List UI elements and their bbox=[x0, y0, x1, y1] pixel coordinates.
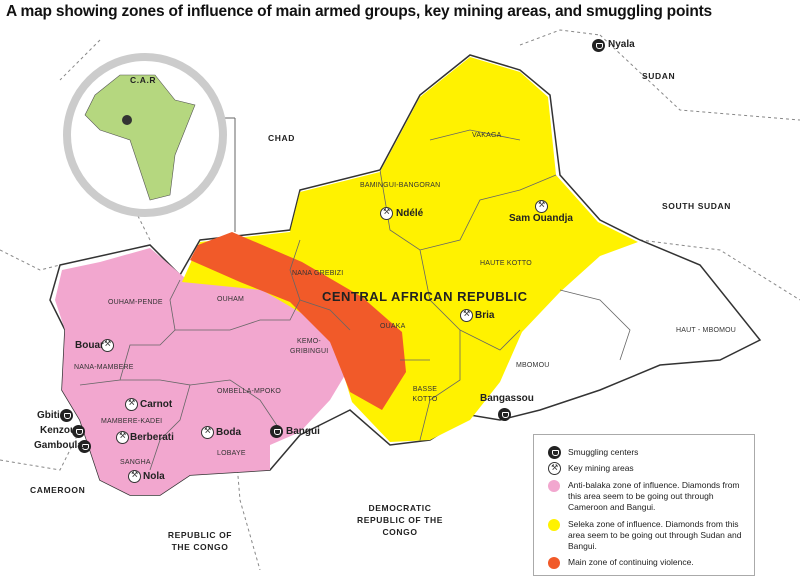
country-south-sudan: SOUTH SUDAN bbox=[662, 201, 731, 211]
mining-area-icon bbox=[128, 470, 141, 483]
town-label: Nola bbox=[143, 471, 165, 482]
town-label: Gbiti bbox=[37, 410, 60, 421]
mining-area-icon bbox=[380, 207, 393, 220]
mining-area-icon bbox=[548, 462, 561, 475]
legend-text: Smuggling centers bbox=[568, 447, 639, 457]
legend-text: Main zone of continuing violence. bbox=[568, 557, 694, 567]
violence-swatch bbox=[548, 557, 560, 569]
legend-smuggling: Smuggling centers bbox=[548, 446, 639, 459]
prefecture-borders bbox=[79, 129, 631, 471]
smuggling-center-icon bbox=[548, 446, 561, 459]
seleka-zone bbox=[182, 57, 638, 442]
seleka-swatch bbox=[548, 519, 560, 531]
country-cameroon: CAMEROON bbox=[30, 485, 86, 495]
smuggling-center-icon bbox=[72, 425, 85, 438]
prefecture-label: VAKAGA bbox=[472, 132, 502, 139]
town-label: Boda bbox=[216, 427, 241, 438]
town-label: Carnot bbox=[140, 399, 173, 410]
mining-area-icon bbox=[125, 398, 138, 411]
town-label: Bangassou bbox=[480, 393, 534, 404]
prefecture-label: BASSE KOTTO bbox=[412, 386, 438, 403]
legend-mining: Key mining areas bbox=[548, 462, 634, 475]
smuggling-center-icon bbox=[498, 408, 511, 421]
legend-seleka: Seleka zone of influence. Diamonds from … bbox=[548, 519, 753, 552]
mining-area-icon bbox=[460, 309, 473, 322]
town-label: Bouar bbox=[75, 340, 104, 351]
legend-violence: Main zone of continuing violence. bbox=[548, 557, 753, 569]
legend-text: Anti-balaka zone of influence. Diamonds … bbox=[568, 480, 740, 512]
smuggling-center-icon bbox=[270, 425, 283, 438]
country-roc: REPUBLIC OF THE CONGO bbox=[167, 530, 233, 552]
map-title: A map showing zones of influence of main… bbox=[6, 3, 712, 20]
prefecture-label: OUHAM-PENDE bbox=[108, 299, 163, 306]
town-label: Kenzou bbox=[40, 425, 77, 436]
inset-locator bbox=[63, 53, 236, 232]
town-label: Bangui bbox=[286, 426, 320, 437]
town-label: Ndélé bbox=[396, 208, 424, 219]
prefecture-label: OMBELLA-MPOKO bbox=[217, 388, 282, 395]
prefecture-label: HAUT - MBOMOU bbox=[676, 327, 737, 334]
prefecture-label: OUAKA bbox=[380, 323, 406, 330]
prefecture-label: KEMO-GRIBINGUI bbox=[290, 338, 329, 355]
prefecture-label: MBOMOU bbox=[516, 362, 550, 369]
smuggling-center-icon bbox=[592, 39, 605, 52]
town-label: Sam Ouandja bbox=[509, 213, 573, 224]
mining-area-icon bbox=[101, 339, 114, 352]
prefecture-label: OUHAM bbox=[217, 296, 245, 303]
country-drc: DEMOCRATIC REPUBLIC OF THE CONGO bbox=[357, 503, 443, 537]
inset-label: C.A.R bbox=[130, 75, 157, 85]
smuggling-center-icon bbox=[78, 440, 91, 453]
town-label: Nyala bbox=[608, 39, 635, 50]
prefecture-label: NANA-MAMBERE bbox=[74, 364, 134, 371]
country-chad: CHAD bbox=[268, 133, 295, 143]
prefecture-label: BAMINGUI-BANGORAN bbox=[360, 182, 441, 189]
legend: Smuggling centers Key mining areas Anti-… bbox=[533, 434, 755, 576]
town-label: Berberati bbox=[130, 432, 174, 443]
legend-text: Key mining areas bbox=[568, 463, 634, 473]
legend-text: Seleka zone of influence. Diamonds from … bbox=[568, 519, 742, 551]
mining-area-icon bbox=[116, 431, 129, 444]
smuggling-center-icon bbox=[60, 409, 73, 422]
africa-shape bbox=[84, 74, 196, 201]
mining-area-icon bbox=[201, 426, 214, 439]
violence-zone bbox=[190, 232, 406, 410]
prefecture-label: MAMBERE-KADEI bbox=[101, 418, 163, 425]
anti-balaka-swatch bbox=[548, 480, 560, 492]
country-sudan: SUDAN bbox=[642, 71, 676, 81]
prefecture-label: SANGHA bbox=[120, 459, 151, 466]
country-car: CENTRAL AFRICAN REPUBLIC bbox=[322, 289, 528, 304]
town-label: Bria bbox=[475, 310, 495, 321]
prefecture-label: NANA GREBIZI bbox=[292, 270, 344, 277]
prefecture-label: HAUTE KOTTO bbox=[480, 260, 532, 267]
legend-anti-balaka: Anti-balaka zone of influence. Diamonds … bbox=[548, 480, 753, 513]
prefecture-label: LOBAYE bbox=[217, 450, 246, 457]
town-label: Gamboula bbox=[34, 440, 83, 451]
mining-area-icon bbox=[535, 200, 548, 213]
international-borders bbox=[0, 29, 800, 570]
